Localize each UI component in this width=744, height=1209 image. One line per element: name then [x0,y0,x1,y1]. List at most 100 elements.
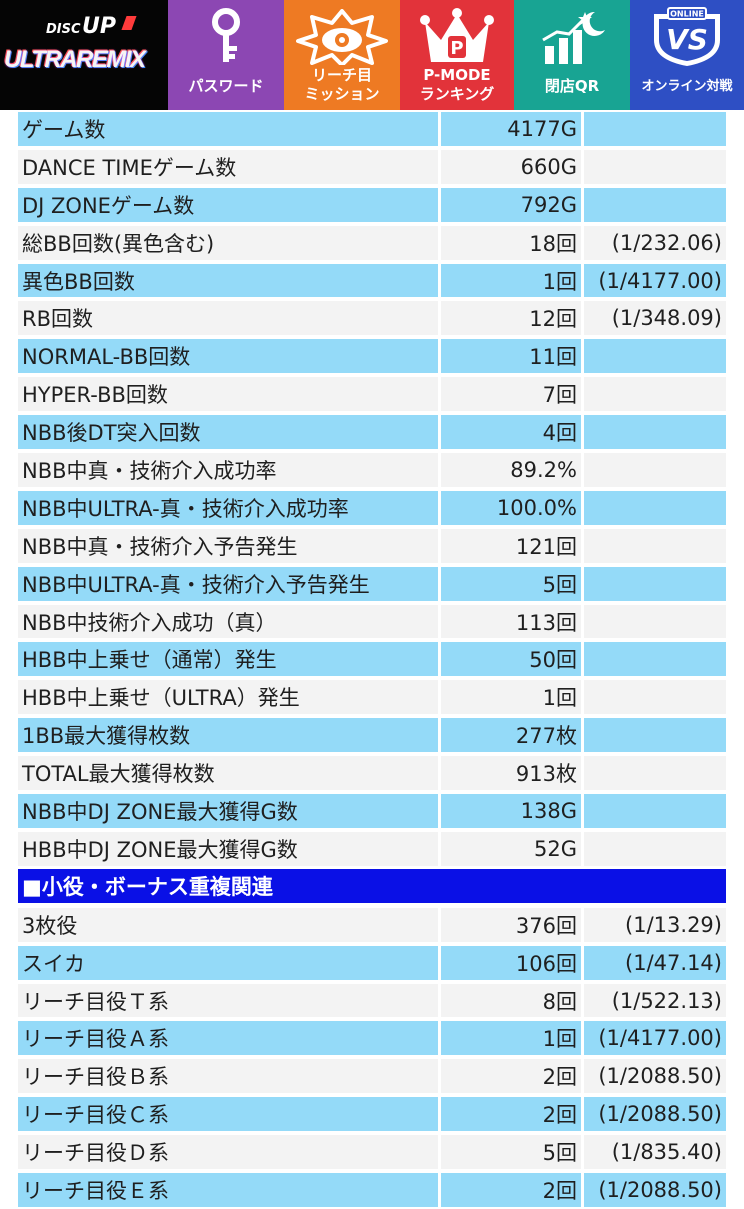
row-label: DANCE TIMEゲーム数 [18,149,438,184]
row-label: リーチ目役Ａ系 [18,1021,438,1056]
nav-online-vs-button[interactable]: ONLINE VS オンライン対戦 [630,0,744,110]
row-value: 138G [441,794,581,828]
row-probability [584,339,726,374]
table-row: TOTAL最大獲得枚数 913枚 [0,754,744,792]
section-title: ■小役・ボーナス重複関連 [18,868,726,903]
row-probability [584,187,726,222]
row-value: 1回 [441,680,581,715]
row-label: リーチ目役Ｅ系 [18,1173,438,1207]
row-label: リーチ目役Ｂ系 [18,1059,438,1094]
row-probability [584,604,726,639]
nav-closing-qr-button[interactable]: 閉店QR [514,0,630,110]
row-label: HYPER-BB回数 [18,377,438,412]
table-row: 3枚役 376回 (1/13.29) [0,906,744,944]
svg-text:P: P [450,38,463,59]
row-label: NBB中真・技術介入成功率 [18,453,438,487]
row-probability [584,642,726,677]
row-value: 277枚 [441,718,581,753]
row-value: 106回 [441,945,581,980]
table-row: NBB中ULTRA-真・技術介入成功率 100.0% [0,489,744,527]
row-label: HBB中上乗せ（ULTRA）発生 [18,680,438,715]
row-probability: (1/2088.50) [584,1173,726,1207]
row-value: 660G [441,149,581,184]
table-row: スイカ 106回 (1/47.14) [0,944,744,982]
vs-shield-icon: ONLINE VS [630,6,744,68]
row-value: 2回 [441,1173,581,1207]
row-value: 89.2% [441,453,581,487]
row-label: リーチ目役Ｃ系 [18,1097,438,1132]
row-probability [584,528,726,563]
row-probability [584,794,726,828]
row-probability: (1/2088.50) [584,1097,726,1132]
row-label: リーチ目役Ｄ系 [18,1135,438,1170]
table-row: ゲーム数 4177G [0,110,744,148]
row-label: 1BB最大獲得枚数 [18,718,438,753]
row-value: 50回 [441,642,581,677]
row-label: TOTAL最大獲得枚数 [18,756,438,791]
table-row: NBB後DT突入回数 4回 [0,413,744,451]
nav-password-label: パスワード [188,77,264,95]
row-label: NBB中ULTRA-真・技術介入成功率 [18,490,438,525]
logo-disc-text: DISC [46,22,81,37]
nav-online-vs-label: オンライン対戦 [641,79,733,94]
nav-pmode-ranking-button[interactable]: P P-MODE ランキング [400,0,514,110]
nav-reach-mission-button[interactable]: リーチ目 ミッション [284,0,400,110]
row-label: NORMAL-BB回数 [18,339,438,374]
logo-up-text: UP [82,14,116,39]
row-probability [584,149,726,184]
row-probability [584,566,726,601]
nav-closing-qr-label: 閉店QR [544,77,600,95]
table-row: 1BB最大獲得枚数 277枚 [0,716,744,754]
table-row: リーチ目役Ｄ系 5回 (1/835.40) [0,1133,744,1171]
row-label: NBB中技術介入成功（真） [18,604,438,639]
table-row: RB回数 12回 (1/348.09) [0,299,744,337]
row-probability [584,831,726,866]
table-row: NBB中真・技術介入成功率 89.2% [0,451,744,489]
row-value: 113回 [441,604,581,639]
row-probability [584,112,726,146]
row-label: 総BB回数(異色含む) [18,225,438,260]
table-row: DJ ZONEゲーム数 792G [0,186,744,224]
row-probability: (1/13.29) [584,907,726,942]
mission-badge-icon [284,6,400,68]
row-label: HBB中上乗せ（通常）発生 [18,642,438,677]
nav-password-button[interactable]: パスワード [168,0,284,110]
table-row: HBB中上乗せ（ULTRA）発生 1回 [0,678,744,716]
row-label: NBB中DJ ZONE最大獲得G数 [18,794,438,828]
key-icon [168,6,284,68]
row-probability: (1/4177.00) [584,1021,726,1056]
row-value: 12回 [441,301,581,336]
row-label: 異色BB回数 [18,263,438,298]
row-label: RB回数 [18,301,438,336]
table-row: リーチ目役Ｂ系 2回 (1/2088.50) [0,1057,744,1095]
disc-up-ultraremix-logo[interactable]: DISC UP ULTRAREMIX [0,0,168,110]
chart-moon-icon [514,6,630,68]
row-value: 52G [441,831,581,866]
section2-rows: 3枚役 376回 (1/13.29) スイカ 106回 (1/47.14) リーチ目役Ｔ系 8… [0,906,744,1209]
row-label: NBB中真・技術介入予告発生 [18,528,438,563]
row-value: 121回 [441,528,581,563]
table-row: NBB中真・技術介入予告発生 121回 [0,527,744,565]
row-value: 11回 [441,339,581,374]
row-probability [584,756,726,791]
row-probability: (1/4177.00) [584,263,726,298]
table-row: HBB中DJ ZONE最大獲得G数 52G [0,830,744,868]
table-row: 総BB回数(異色含む) 18回 (1/232.06) [0,224,744,262]
nav-pmode-ranking-label: P-MODE ランキング [419,66,495,103]
logo-spark-icon [121,16,137,30]
row-probability: (1/47.14) [584,945,726,980]
row-probability: (1/232.06) [584,225,726,260]
table-row: NBB中DJ ZONE最大獲得G数 138G [0,792,744,830]
nav-reach-mission-label: リーチ目 ミッション [304,66,380,103]
table-row: リーチ目役Ｃ系 2回 (1/2088.50) [0,1095,744,1133]
table-row: HYPER-BB回数 7回 [0,375,744,413]
row-value: 7回 [441,377,581,412]
row-probability [584,415,726,450]
row-value: 792G [441,187,581,222]
row-value: 18回 [441,225,581,260]
table-row: NORMAL-BB回数 11回 [0,337,744,375]
row-value: 913枚 [441,756,581,791]
stats-rows: ゲーム数 4177G DANCE TIMEゲーム数 660G DJ ZONEゲーム数 79… [0,110,744,868]
table-row: NBB中技術介入成功（真） 113回 [0,603,744,641]
table-row: 異色BB回数 1回 (1/4177.00) [0,262,744,300]
